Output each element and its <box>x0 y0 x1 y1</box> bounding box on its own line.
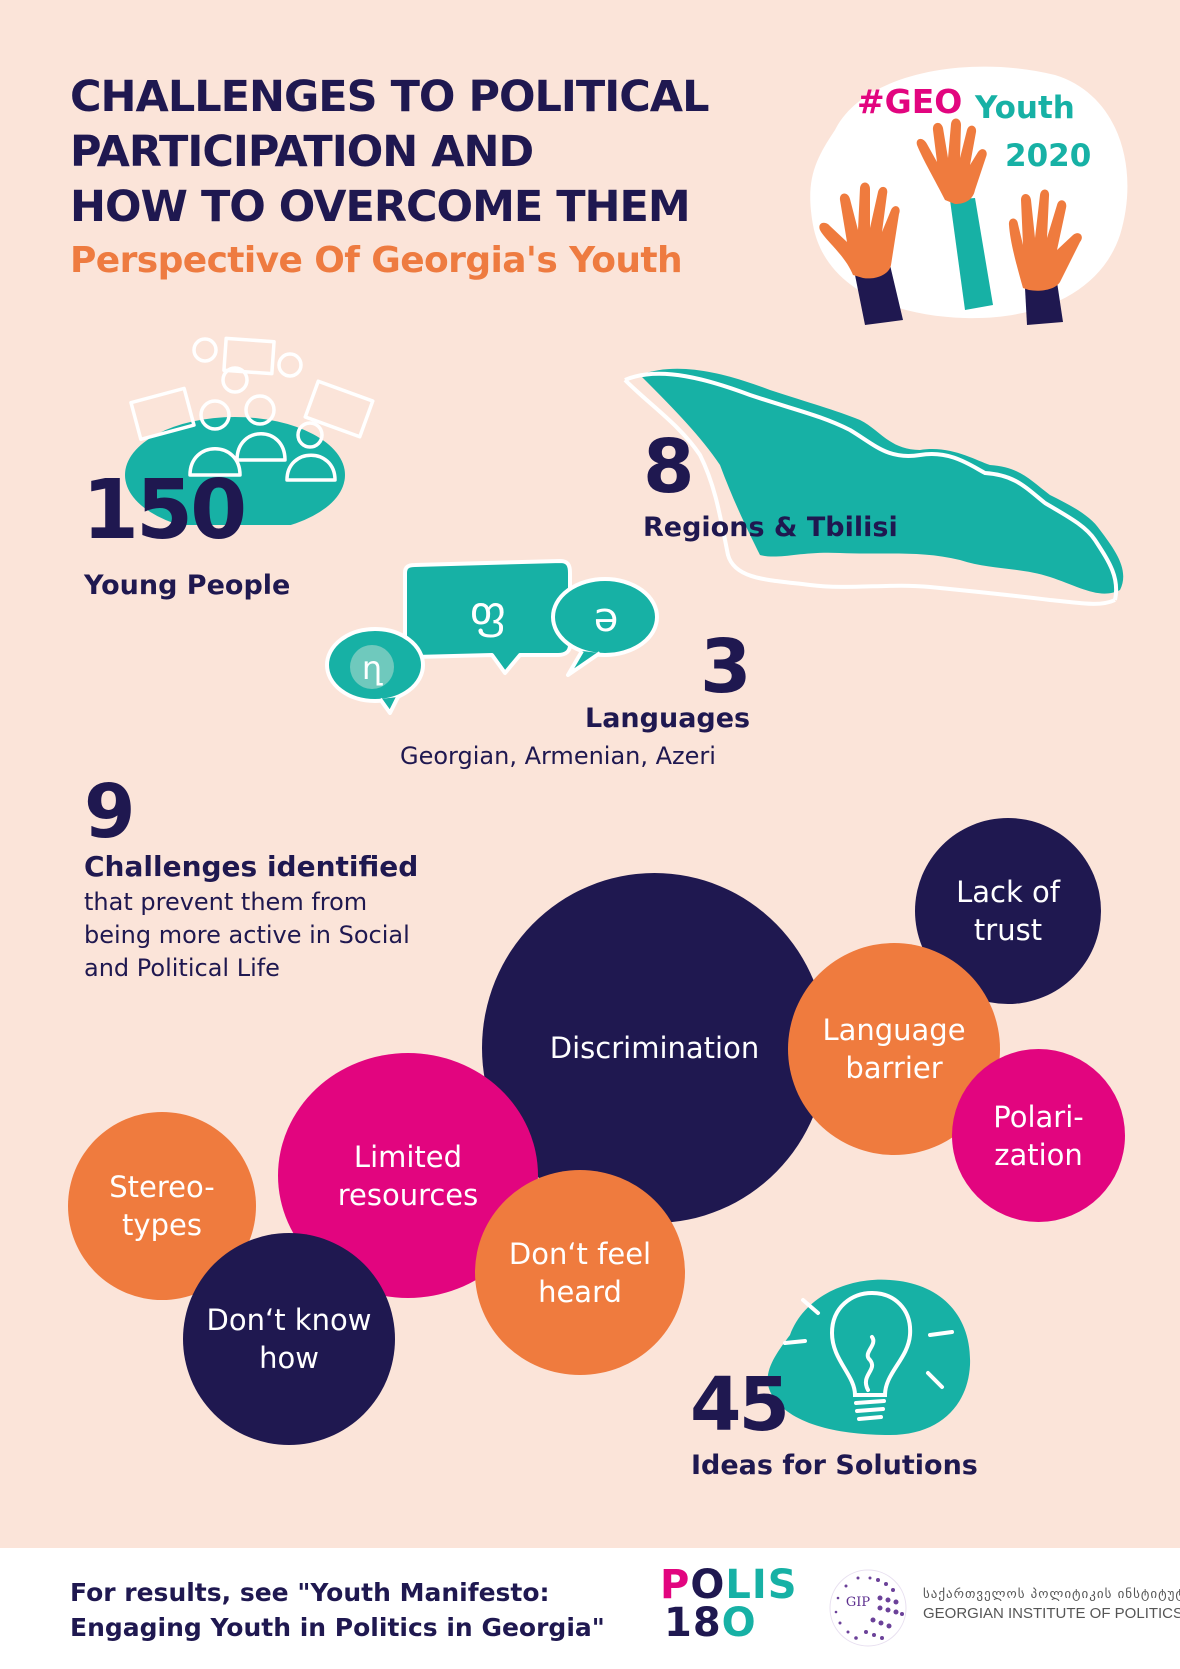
challenges-detail: that prevent them from being more active… <box>84 886 410 985</box>
ideas-label: Ideas for Solutions <box>691 1450 978 1481</box>
challenges-label: Challenges identified <box>84 850 419 883</box>
challenge-text: Limited <box>353 1139 463 1174</box>
challenge-text: Stereo- <box>109 1170 215 1204</box>
ideas-count: 45 <box>690 1362 790 1448</box>
title-line-1: CHALLENGES TO POLITICAL <box>70 72 709 122</box>
people-count: 150 <box>82 463 247 558</box>
badge-word: Youth <box>975 90 1075 126</box>
challenge-discrimination: Discrimination <box>482 873 827 1223</box>
challenge-dont-know-how: Don‘t know how <box>183 1233 395 1445</box>
badge-hashtag: #GEO <box>857 82 963 121</box>
raised-hands-icon <box>819 118 1082 325</box>
people-label: Young People <box>84 570 291 601</box>
languages-detail: Georgian, Armenian, Azeri <box>400 742 716 770</box>
page-subtitle: Perspective Of Georgia's Youth <box>70 240 683 281</box>
azeri-glyph: ə <box>594 595 619 641</box>
speech-bubbles-icon: ղ ფ ə <box>325 559 659 715</box>
languages-count: 3 <box>700 624 751 710</box>
geo-youth-badge <box>810 66 1128 325</box>
challenge-text: heard <box>538 1274 622 1309</box>
challenge-text: Polari- <box>993 1099 1084 1134</box>
footer <box>0 1548 1180 1669</box>
gip-name-georgian: საქართველოს პოლიტიკის ინსტიტუტი <box>923 1587 1180 1602</box>
polis-number: 18O <box>664 1600 757 1646</box>
lightbulb-icon <box>767 1279 971 1435</box>
challenges-count: 9 <box>84 769 135 855</box>
challenge-text: resources <box>337 1177 479 1212</box>
challenge-text: barrier <box>845 1051 943 1085</box>
polis180-logo: POLIS 18O <box>660 1562 798 1646</box>
polis-text: POLIS <box>660 1562 798 1608</box>
footer-reference: For results, see "Youth Manifesto: Engag… <box>70 1575 605 1645</box>
gip-name-english: GEORGIAN INSTITUTE OF POLITICS <box>923 1605 1180 1622</box>
georgia-map-icon <box>623 368 1124 606</box>
page-title: CHALLENGES TO POLITICAL PARTICIPATION AN… <box>70 70 770 235</box>
challenge-text: Lack of <box>956 875 1060 909</box>
challenge-text: Language <box>822 1013 966 1047</box>
footer-line-1: For results, see "Youth Manifesto: <box>70 1578 550 1607</box>
gip-abbr: GIP <box>846 1595 871 1610</box>
challenge-text: Don‘t know <box>206 1303 372 1337</box>
georgian-glyph: ղ <box>362 649 383 687</box>
armenian-glyph: ფ <box>470 587 506 638</box>
challenge-text: trust <box>973 913 1043 947</box>
regions-label: Regions & Tbilisi <box>643 512 898 543</box>
title-line-3: HOW TO OVERCOME THEM <box>70 182 691 232</box>
gip-globe-icon: GIP <box>829 1569 907 1647</box>
challenge-dont-feel-heard: Don‘t feel heard <box>475 1170 685 1375</box>
regions-count: 8 <box>643 424 694 510</box>
challenge-text: how <box>259 1341 319 1375</box>
challenge-text: types <box>122 1208 202 1242</box>
challenges-detail-line: being more active in Social <box>84 921 410 949</box>
title-line-2: PARTICIPATION AND <box>70 127 534 177</box>
challenges-detail-line: that prevent them from <box>84 888 368 916</box>
footer-line-2: Engaging Youth in Politics in Georgia" <box>70 1613 605 1642</box>
challenge-polarization: Polari-zation <box>952 1049 1125 1222</box>
crowd-icon <box>125 336 375 525</box>
challenge-text: zation <box>994 1137 1083 1172</box>
challenges-detail-line: and Political Life <box>84 954 280 982</box>
badge-year: 2020 <box>1005 138 1092 174</box>
challenge-language-barrier: Language barrier <box>788 943 1000 1155</box>
challenge-text: Discrimination <box>549 1031 760 1065</box>
challenge-text: Don‘t feel <box>508 1236 652 1271</box>
languages-label: Languages <box>585 703 751 734</box>
